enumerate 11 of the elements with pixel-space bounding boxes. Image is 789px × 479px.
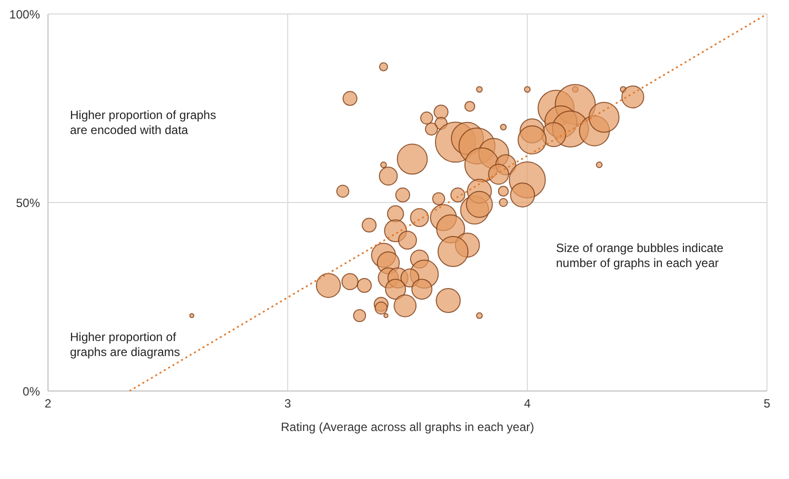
x-tick-label: 4 <box>524 396 531 411</box>
annotation: Higher proportion of graphs are diagrams <box>70 330 180 360</box>
annotation: Size of orange bubbles indicate number of graphs in each year <box>556 241 724 271</box>
annotation: Higher proportion of graphs are encoded with data <box>70 108 216 138</box>
y-tick-label: 0% <box>22 384 40 398</box>
x-axis-title: Rating (Average across all graphs in each year) <box>280 420 534 434</box>
x-tick-label: 2 <box>44 396 52 411</box>
x-tick-label: 5 <box>764 396 771 411</box>
y-tick-label: 100% <box>9 7 40 22</box>
x-tick-label: 3 <box>284 396 292 411</box>
y-tick-label: 50% <box>16 196 40 210</box>
